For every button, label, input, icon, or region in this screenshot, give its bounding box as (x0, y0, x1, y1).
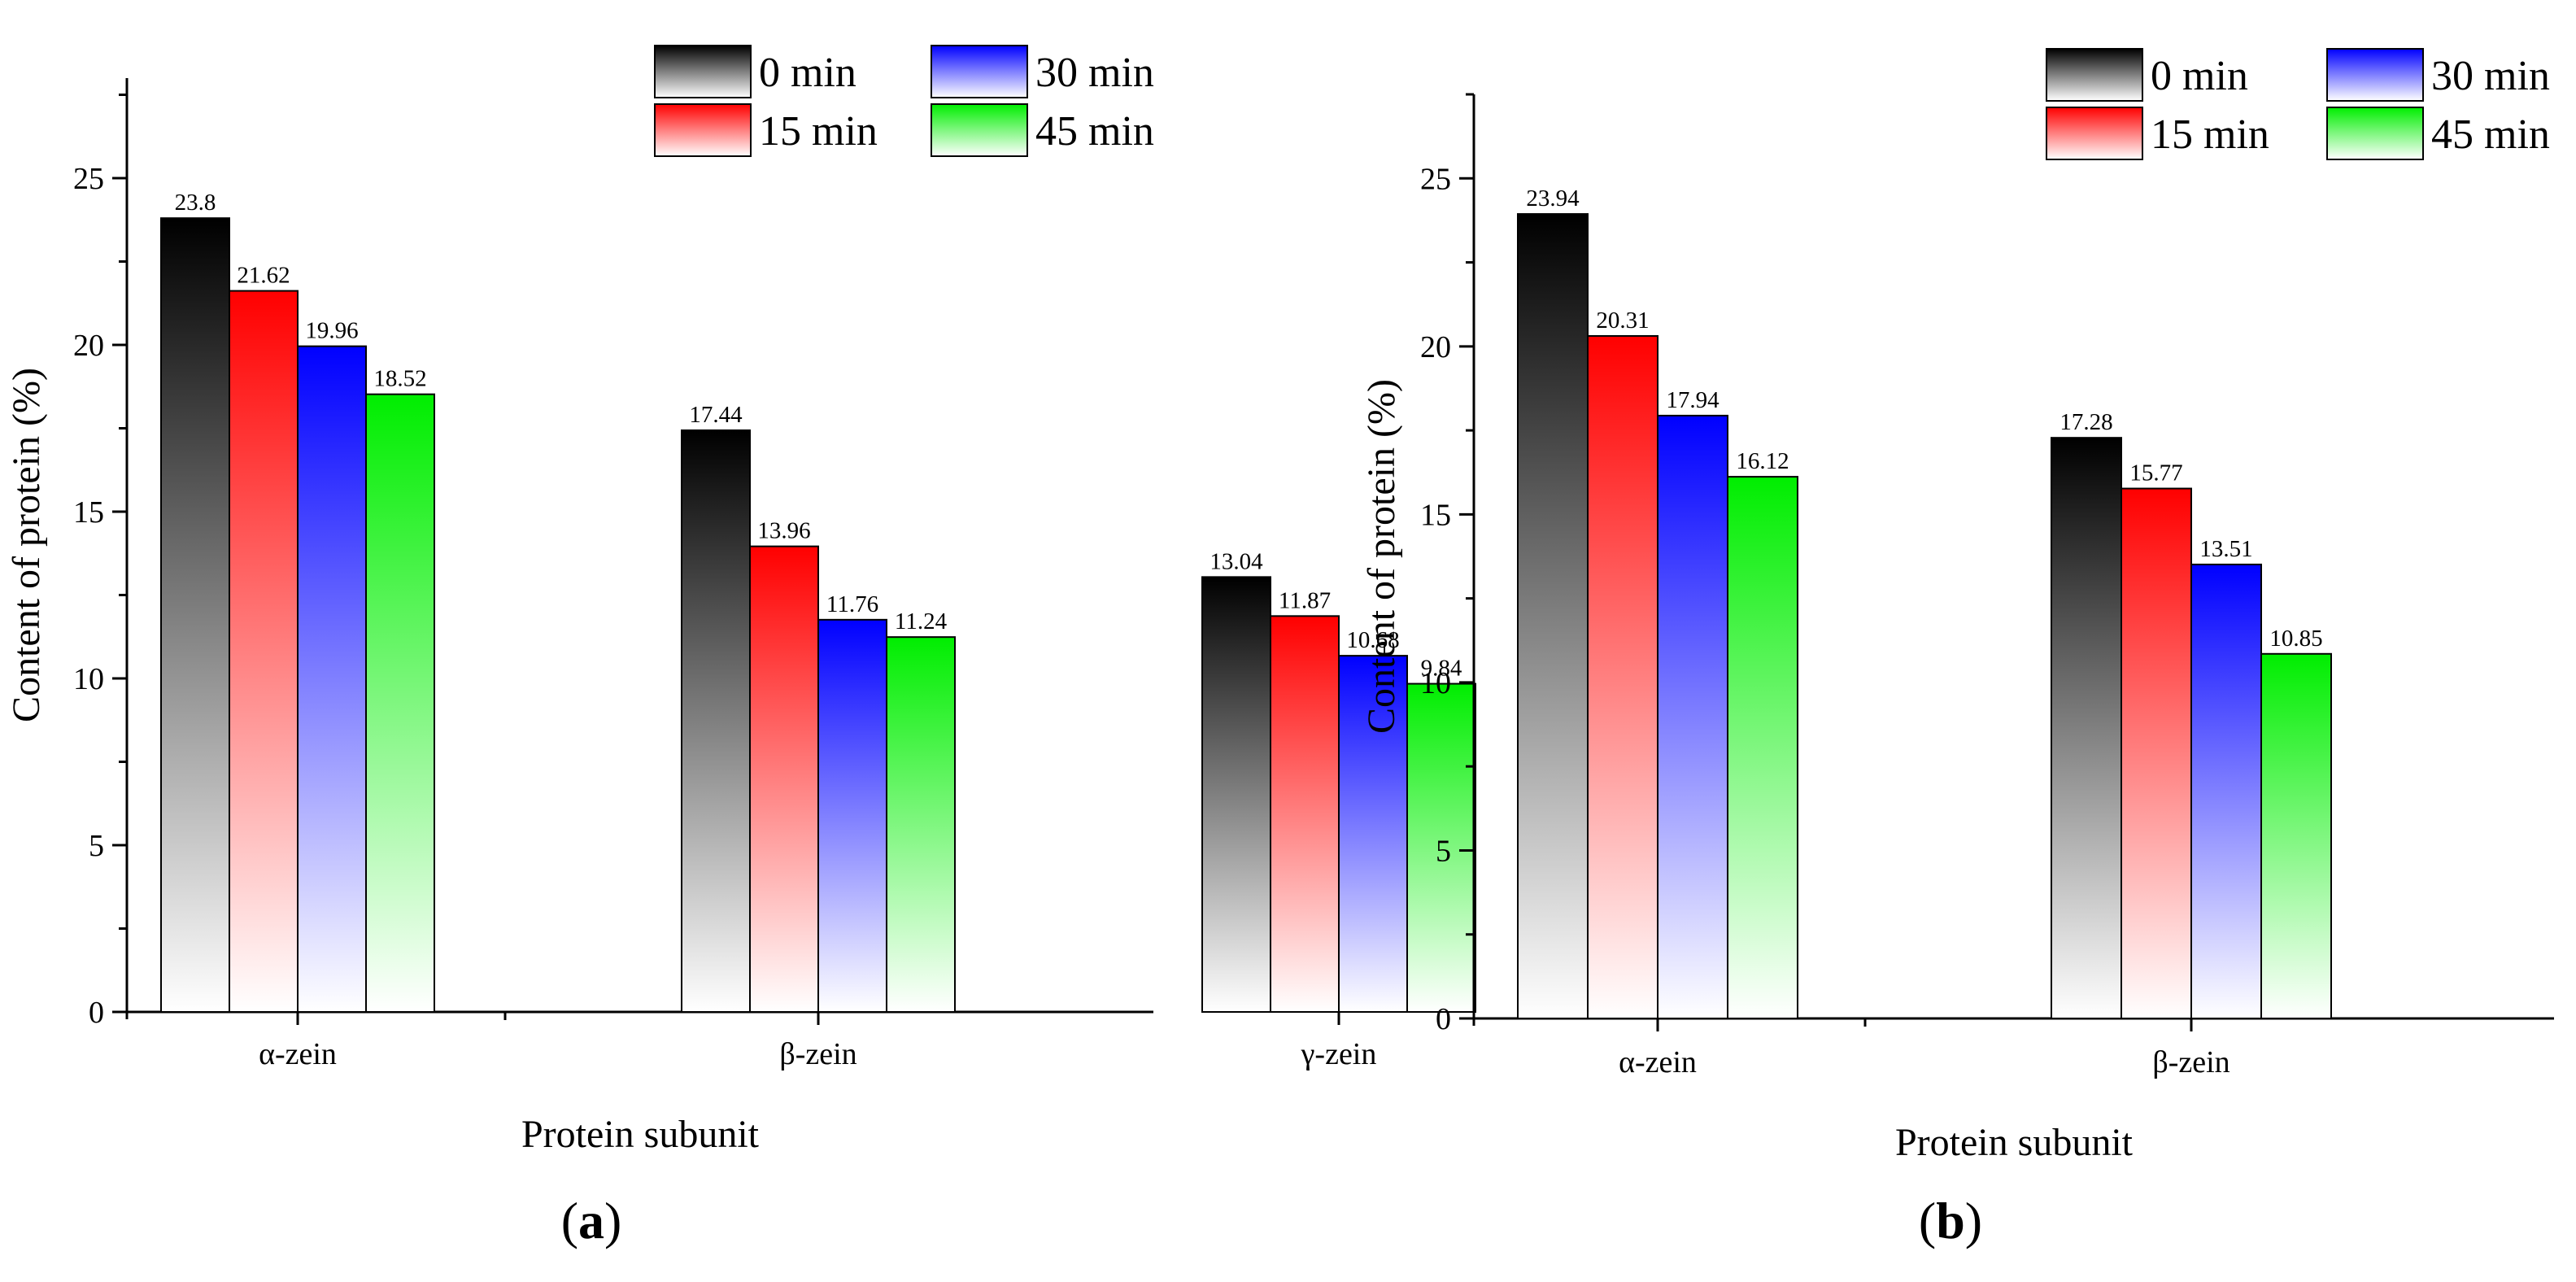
y-tick-label: 15 (1420, 498, 1451, 532)
bar (1338, 655, 1408, 1013)
y-tick-label: 25 (1420, 162, 1451, 196)
data-label: 9.84 (1421, 656, 1462, 682)
legend-swatch (2046, 48, 2143, 102)
y-tick-label: 20 (1420, 330, 1451, 364)
legend-label: 45 min (1035, 108, 1154, 155)
x-axis-title: Protein subunit (521, 1113, 760, 1156)
y-axis-title: Content of protein (%) (1360, 379, 1403, 734)
bar (365, 393, 435, 1013)
legend-swatch (654, 103, 752, 157)
x-category-label: α-zein (1619, 1045, 1697, 1079)
data-label: 11.24 (895, 608, 948, 634)
bar (1201, 576, 1271, 1013)
x-category-label: α-zein (259, 1037, 337, 1071)
legend-swatch (2326, 48, 2424, 102)
data-label: 13.51 (2199, 536, 2252, 562)
legend-label: 15 min (759, 108, 878, 155)
data-label: 10.68 (1346, 627, 1399, 653)
data-label: 23.94 (1526, 185, 1580, 211)
bar (2190, 563, 2262, 1019)
bar (1657, 414, 1728, 1019)
y-tick-label: 5 (89, 829, 104, 863)
bar (749, 545, 819, 1013)
bar (297, 345, 367, 1013)
legend-swatch (2326, 107, 2424, 160)
bar (160, 217, 230, 1013)
chart-panel-a: 0 5 10 15 20 25 α-zein β-zein γ-zein 23.8 17.44 13.… (5, 45, 1476, 1156)
panel-label-a: (a) (561, 1192, 622, 1249)
data-label: 17.28 (2059, 409, 2112, 435)
bar (1270, 615, 1340, 1014)
bar (2260, 652, 2332, 1020)
data-label: 23.8 (175, 190, 216, 216)
legend-swatch (654, 45, 752, 98)
data-label: 20.31 (1596, 307, 1649, 334)
y-tick-label: 5 (1436, 834, 1451, 868)
y-tick-label: 10 (1420, 666, 1451, 700)
y-axis-title: Content of protein (%) (5, 368, 48, 722)
y-tick-label: 25 (73, 162, 104, 196)
panel-label-b: (b) (1919, 1192, 1982, 1249)
bar (681, 429, 751, 1013)
bar (817, 618, 887, 1014)
data-label: 18.52 (373, 366, 426, 392)
bar (1517, 213, 1589, 1019)
bar (1406, 682, 1476, 1013)
legend-label: 45 min (2431, 111, 2550, 158)
x-category-label: γ-zein (1301, 1037, 1377, 1071)
data-label: 19.96 (305, 318, 358, 344)
data-label: 13.96 (757, 518, 810, 544)
data-label: 13.04 (1210, 548, 1263, 574)
data-label: 11.87 (1279, 587, 1331, 613)
legend-label: 30 min (1035, 50, 1154, 96)
chart-panel-b: 0510152025α-zeinβ-zeinγ-zein23.9417.2813… (1360, 48, 2554, 1164)
legend-label: 30 min (2431, 53, 2550, 99)
data-label: 11.76 (826, 591, 878, 617)
x-category-label: β-zein (779, 1037, 856, 1071)
data-label: 16.12 (1736, 448, 1789, 474)
legend-label: 15 min (2151, 111, 2269, 158)
legend-swatch (2046, 107, 2143, 160)
bar (229, 290, 299, 1013)
data-label: 17.94 (1666, 387, 1720, 413)
data-label: 21.62 (237, 263, 290, 289)
legend-label: 0 min (2151, 53, 2248, 99)
data-label: 15.77 (2129, 460, 2182, 486)
legend-label: 0 min (759, 50, 856, 96)
y-tick-label: 0 (89, 996, 104, 1030)
bar (2051, 437, 2122, 1019)
data-label: 10.85 (2269, 626, 2322, 652)
y-tick-label: 10 (73, 662, 104, 696)
bar (2121, 487, 2192, 1019)
y-tick-label: 15 (73, 495, 104, 530)
x-axis-title: Protein subunit (1895, 1121, 2134, 1164)
bar (886, 636, 956, 1013)
bar (1727, 476, 1798, 1019)
data-label: 17.44 (689, 402, 743, 428)
bar (1587, 335, 1658, 1019)
x-category-label: β-zein (2152, 1045, 2229, 1079)
legend-swatch (931, 45, 1028, 98)
y-tick-label: 20 (73, 329, 104, 363)
y-tick-label: 0 (1436, 1002, 1451, 1036)
legend-swatch (931, 103, 1028, 157)
